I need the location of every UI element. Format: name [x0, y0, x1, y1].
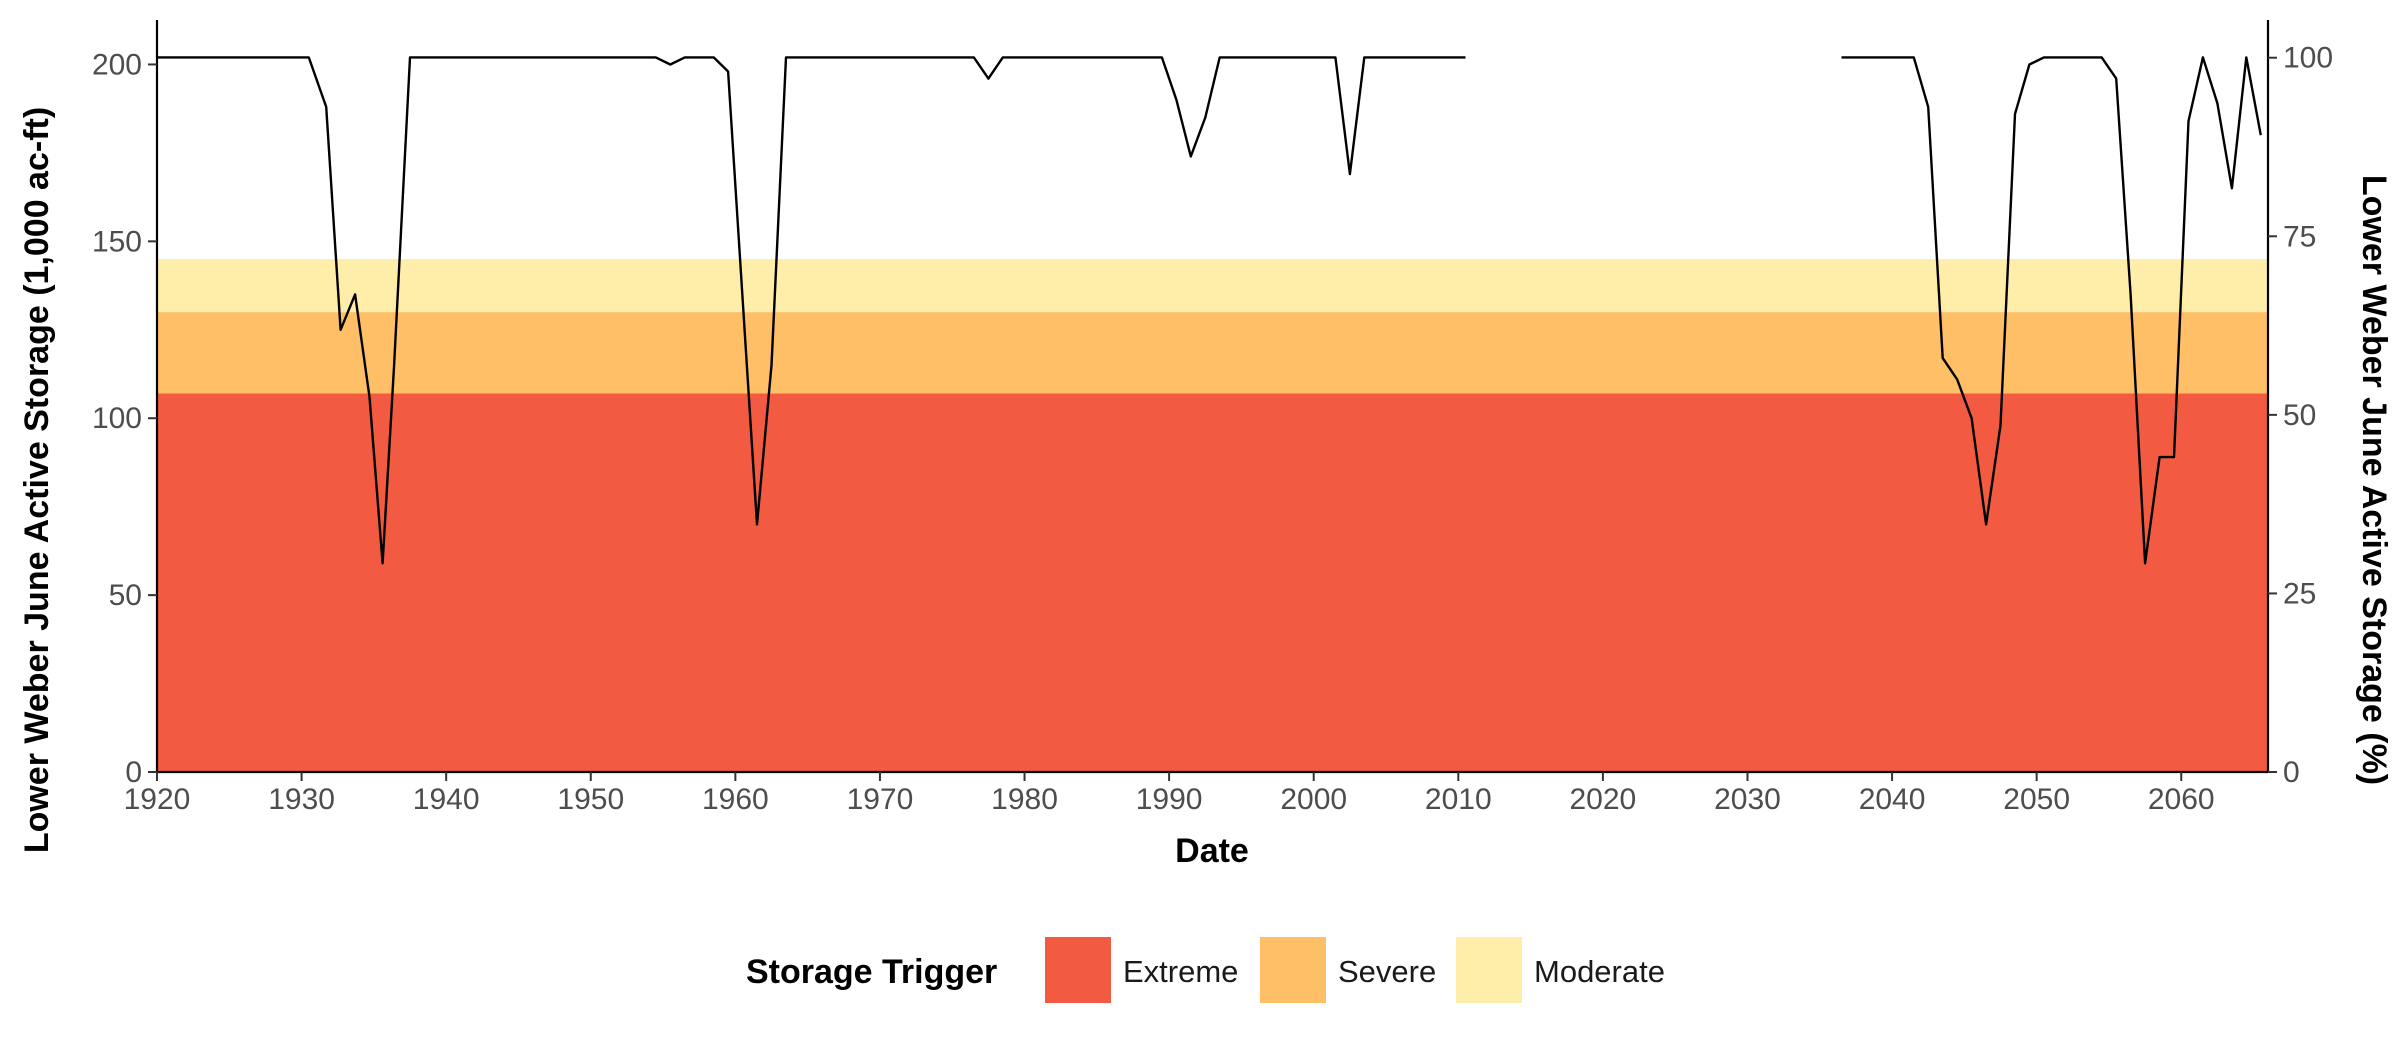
- legend-key-extreme: [1045, 937, 1111, 1003]
- storage-line-layer: [157, 56, 2262, 565]
- storage-line-segment-1: [157, 56, 1466, 565]
- x-tick-label: 1980: [991, 783, 1058, 816]
- legend-key-severe: [1260, 937, 1326, 1003]
- legend: Storage Trigger Extreme Severe Moderate: [746, 937, 1665, 1003]
- legend-title: Storage Trigger: [746, 953, 997, 991]
- x-tick-label: 1950: [557, 783, 624, 816]
- axes: [155, 20, 2270, 774]
- y2-tick-label: 0: [2283, 756, 2300, 789]
- x-tick-label: 1960: [702, 783, 769, 816]
- band-moderate: [157, 259, 2268, 313]
- x-tick-label: 2000: [1280, 783, 1347, 816]
- y-tick-label: 50: [109, 579, 142, 612]
- x-tick-label: 2010: [1425, 783, 1492, 816]
- x-tick-label: 1970: [847, 783, 914, 816]
- storage-line-segment-2: [1841, 56, 2262, 565]
- x-tick-label: 1930: [268, 783, 335, 816]
- x-tick-label: 2020: [1570, 783, 1637, 816]
- y2-tick-label: 25: [2283, 577, 2316, 610]
- legend-items: Extreme Severe Moderate: [1045, 937, 1665, 1003]
- x-tick-label: 2040: [1859, 783, 1926, 816]
- y2-tick-label: 100: [2283, 42, 2333, 75]
- x-tick-label: 2030: [1714, 783, 1781, 816]
- x-tick-label: 2050: [2003, 783, 2070, 816]
- legend-label-severe: Severe: [1338, 954, 1436, 989]
- y-tick-label: 150: [92, 225, 142, 258]
- x-tick-label: 1940: [413, 783, 480, 816]
- y-axis-title: Lower Weber June Active Storage (1,000 a…: [18, 107, 56, 853]
- y-tick-label: 100: [92, 402, 142, 435]
- y-tick-label: 200: [92, 48, 142, 81]
- x-tick-label: 2060: [2148, 783, 2215, 816]
- tick-marks: [148, 56, 2277, 781]
- tick-labels: 1920 1930 1940 1950 1960 1970 1980 1990 2000 2010…: [92, 42, 2333, 816]
- legend-key-moderate: [1456, 937, 1522, 1003]
- y2-tick-label: 75: [2283, 220, 2316, 253]
- band-extreme: [157, 393, 2268, 772]
- y2-axis-title: Lower Weber June Active Storage (%): [2355, 175, 2393, 785]
- y-tick-label: 0: [125, 756, 142, 789]
- legend-label-extreme: Extreme: [1123, 954, 1238, 989]
- x-tick-label: 1990: [1136, 783, 1203, 816]
- x-axis-title: Date: [1175, 832, 1249, 870]
- y2-tick-label: 50: [2283, 399, 2316, 432]
- trigger-bands: [157, 259, 2268, 772]
- band-severe: [157, 312, 2268, 394]
- x-tick-label: 1920: [124, 783, 191, 816]
- legend-label-moderate: Moderate: [1534, 954, 1665, 989]
